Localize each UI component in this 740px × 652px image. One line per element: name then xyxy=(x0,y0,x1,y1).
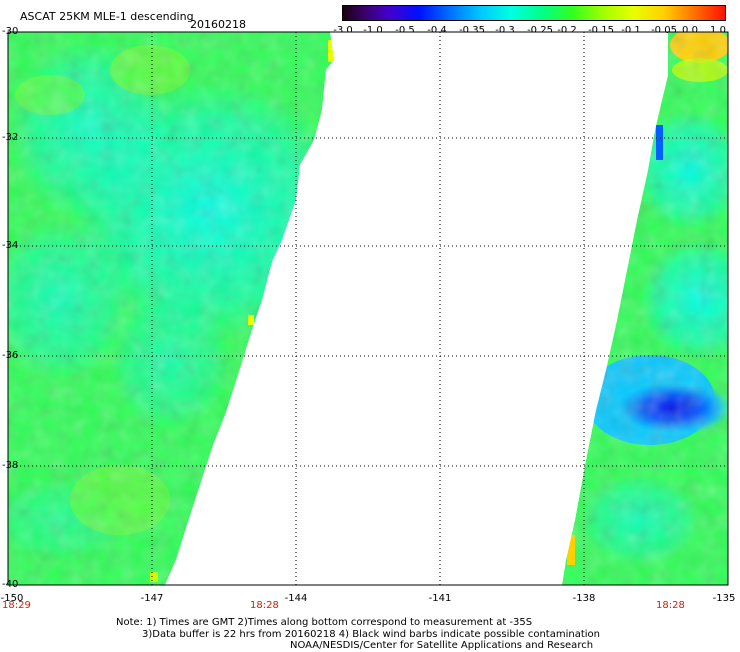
colorbar-label: -0.15 xyxy=(588,25,614,36)
colorbar-label: -0.5 xyxy=(395,25,415,36)
lon-label: -141 xyxy=(428,593,452,604)
lat-label: -30 xyxy=(2,26,19,37)
colorbar xyxy=(342,5,726,21)
footnote-line-1: Note: 1) Times are GMT 2)Times along bot… xyxy=(116,617,533,628)
colorbar-label: -0.1 xyxy=(621,25,641,36)
colorbar-label: 0.0 xyxy=(682,25,698,36)
colorbar-label: -0.35 xyxy=(459,25,485,36)
colorbar-label: -0.2 xyxy=(557,25,577,36)
lat-label: -36 xyxy=(2,350,19,361)
time-label: 18:28 xyxy=(656,600,685,611)
colorbar-label: -0.25 xyxy=(527,25,553,36)
lat-label: -32 xyxy=(2,132,19,143)
colorbar-label: -3.0 xyxy=(333,25,353,36)
colorbar-label: 1.0 xyxy=(710,25,726,36)
lon-label: -138 xyxy=(572,593,596,604)
time-label: 18:28 xyxy=(250,600,279,611)
lon-label: -135 xyxy=(712,593,736,604)
colorbar-label: -0.4 xyxy=(427,25,447,36)
footnote: Note: 1) Times are GMT 2)Times along bot… xyxy=(116,617,600,652)
map-date: 20160218 xyxy=(190,18,246,31)
colorbar-label: -1.0 xyxy=(363,25,383,36)
colorbar-label: -0.05 xyxy=(651,25,677,36)
lat-label: -38 xyxy=(2,460,19,471)
lat-label: -34 xyxy=(2,240,19,251)
colorbar-label: -0.3 xyxy=(495,25,515,36)
footnote-line-2: 3)Data buffer is 22 hrs from 20160218 4)… xyxy=(142,628,600,640)
map-title: ASCAT 25KM MLE-1 descending xyxy=(20,10,194,23)
lon-label: -144 xyxy=(284,593,308,604)
lat-label: -40 xyxy=(2,579,19,590)
footnote-line-3: NOAA/NESDIS/Center for Satellite Applica… xyxy=(290,640,594,651)
lon-label: -147 xyxy=(140,593,164,604)
lon-label: -150 xyxy=(0,593,24,604)
time-label: 18:29 xyxy=(2,600,31,611)
graticule xyxy=(8,32,728,585)
